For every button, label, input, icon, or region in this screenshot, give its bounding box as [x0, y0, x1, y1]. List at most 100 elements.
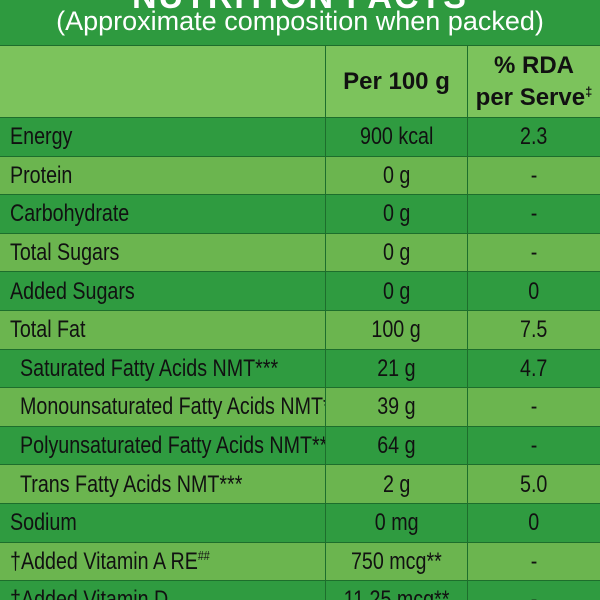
nutrient-text: Sodium — [10, 509, 77, 537]
table-row: Polyunsaturated Fatty Acids NMT*** 64 g - — [0, 425, 600, 466]
table-row: Total Sugars 0 g - — [0, 232, 600, 273]
amount-cell: 900 kcal — [326, 118, 468, 157]
amount-text: 750 mcg** — [351, 547, 442, 575]
nutrient-name: Trans Fatty Acids NMT*** — [20, 471, 242, 499]
rda-cell: 0 — [468, 504, 600, 543]
nutrient-text: Energy — [10, 123, 73, 151]
table-row: Total Fat 100 g 7.5 — [0, 310, 600, 350]
table-row: Monounsaturated Fatty Acids NMT*** 39 g - — [0, 387, 600, 427]
amount-text: 100 g — [371, 316, 422, 344]
nutrient-text: Carbohydrate — [10, 200, 130, 228]
rda-text: - — [530, 586, 538, 600]
rda-text: 4.7 — [520, 354, 548, 382]
table-row: †Added Vitamin A RE## 750 mcg** - — [0, 541, 600, 582]
rda-cell: - — [468, 388, 600, 427]
superscript: ‡ — [585, 83, 593, 99]
table-row: Trans Fatty Acids NMT*** 2 g 5.0 — [0, 464, 600, 504]
header-text: per Serve — [475, 83, 586, 111]
nutrient-text: †Added Vitamin D — [10, 586, 169, 600]
nutrient-text: Added Sugars — [10, 277, 135, 305]
amount-text: 64 g — [377, 432, 416, 460]
amount-cell: 11.25 mcg** — [326, 581, 468, 600]
nutrient-cell: †Added Vitamin A RE## — [0, 542, 326, 582]
rda-cell: 4.7 — [468, 350, 600, 389]
title: NUTRITION FACTS — [0, 0, 600, 17]
amount-cell: 64 g — [326, 426, 468, 466]
header-text: % RDA — [493, 51, 574, 79]
rda-cell: 7.5 — [468, 311, 600, 350]
rda-text: 7.5 — [520, 316, 548, 344]
rda-text: 0 — [528, 277, 540, 305]
header-text: Per 100 g — [343, 67, 450, 95]
superscript: ## — [197, 547, 210, 563]
amount-cell: 0 g — [326, 233, 468, 273]
nutrient-cell: Protein — [0, 156, 326, 196]
amount-cell: 0 g — [326, 195, 468, 234]
rda-text: 0 — [528, 509, 540, 537]
nutrient-cell: Added Sugars — [0, 272, 326, 311]
nutrient-cell: Total Sugars — [0, 233, 326, 273]
amount-text: 11.25 mcg** — [343, 586, 450, 600]
amount-cell: 2 g — [326, 465, 468, 504]
amount-cell: 39 g — [326, 388, 468, 427]
amount-text: 39 g — [377, 393, 416, 421]
amount-text: 0 g — [382, 200, 411, 228]
nutrient-cell: Saturated Fatty Acids NMT*** — [0, 349, 326, 389]
rda-cell: 0 — [468, 272, 600, 311]
amount-cell: 100 g — [326, 311, 468, 350]
nutrient-name: Saturated Fatty Acids NMT*** — [20, 355, 278, 383]
rda-cell: 2.3 — [468, 118, 600, 157]
nutrient-cell: Sodium — [0, 504, 326, 543]
rda-cell: - — [468, 543, 600, 582]
nutrient-name: Energy — [10, 123, 72, 151]
rda-cell: - — [468, 195, 600, 234]
amount-text: 21 g — [377, 354, 416, 382]
nutrient-name: †Added Vitamin A RE## — [10, 548, 210, 576]
nutrient-text: Polyunsaturated Fatty Acids NMT*** — [20, 432, 326, 460]
nutrient-text: Saturated Fatty Acids NMT*** — [20, 354, 279, 382]
table-row: Saturated Fatty Acids NMT*** 21 g 4.7 — [0, 348, 600, 389]
table-row: †Added Vitamin D 11.25 mcg** - — [0, 580, 600, 600]
rda-cell: - — [468, 157, 600, 196]
nutrient-name: Monounsaturated Fatty Acids NMT*** — [20, 393, 326, 421]
table-row: Protein 0 g - — [0, 155, 600, 196]
amount-cell: 21 g — [326, 349, 468, 389]
header-text: per Serve‡ — [476, 79, 593, 111]
header-cell: % RDA per Serve‡ — [468, 46, 600, 117]
rda-text: - — [530, 239, 538, 267]
nutrient-text: Protein — [10, 161, 73, 189]
amount-cell: 750 mcg** — [326, 542, 468, 582]
rda-text: 5.0 — [520, 470, 548, 498]
rda-cell: 5.0 — [468, 465, 600, 504]
amount-text: 0 mg — [374, 509, 419, 537]
amount-text: 0 g — [382, 161, 411, 189]
table-row: Added Sugars 0 g 0 — [0, 271, 600, 311]
amount-text: 0 g — [382, 277, 411, 305]
nutrient-name: Total Fat — [10, 316, 85, 344]
nutrient-name: Protein — [10, 162, 72, 190]
rda-text: - — [530, 432, 538, 460]
amount-cell: 0 mg — [326, 504, 468, 543]
rda-text: - — [530, 393, 538, 421]
header-cell: Per 100 g — [326, 46, 468, 117]
amount-text: 0 g — [382, 239, 411, 267]
nutrient-name: Total Sugars — [10, 239, 119, 267]
amount-cell: 0 g — [326, 272, 468, 311]
rda-cell: - — [468, 427, 600, 466]
amount-text: 2 g — [382, 470, 411, 498]
nutrient-cell: Polyunsaturated Fatty Acids NMT*** — [0, 426, 326, 466]
nutrient-text: Total Sugars — [10, 239, 120, 267]
nutrient-name: †Added Vitamin D — [10, 586, 168, 600]
rda-cell: - — [468, 234, 600, 273]
table-row: Sodium 0 mg 0 — [0, 503, 600, 543]
nutrient-text: Monounsaturated Fatty Acids NMT*** — [20, 393, 326, 421]
nutrient-name: Polyunsaturated Fatty Acids NMT*** — [20, 432, 326, 460]
nutrient-text: Trans Fatty Acids NMT*** — [20, 470, 243, 498]
rda-cell: - — [468, 581, 600, 600]
nutrient-cell: Energy — [0, 118, 326, 157]
table-row: Carbohydrate 0 g - — [0, 194, 600, 234]
nutrient-cell: Carbohydrate — [0, 195, 326, 234]
header-row: Per 100 g % RDA per Serve‡ — [0, 45, 600, 117]
nutrient-cell: †Added Vitamin D — [0, 581, 326, 600]
